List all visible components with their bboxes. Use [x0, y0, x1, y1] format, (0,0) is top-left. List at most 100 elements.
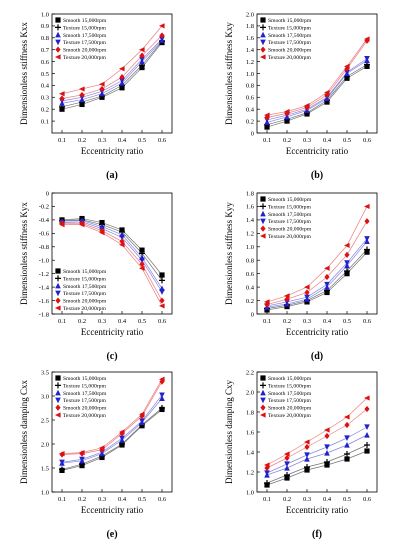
data-point — [139, 257, 145, 264]
series-line — [62, 224, 163, 307]
data-point — [99, 230, 105, 236]
x-tick-label: 0.4 — [118, 137, 127, 144]
y-tick-label: -1.6 — [39, 298, 50, 305]
data-point — [324, 427, 330, 433]
y-tick-label: 2.0 — [246, 389, 254, 396]
legend-marker — [260, 233, 266, 239]
plot-frame — [256, 192, 378, 315]
data-point — [159, 303, 165, 309]
data-point — [99, 446, 105, 453]
y-tick-label: 0 — [251, 130, 254, 137]
legend-marker — [55, 31, 61, 38]
legend-marker — [260, 46, 266, 53]
legend-label: Smooth 20,000rpm — [63, 48, 107, 54]
data-point — [139, 52, 145, 59]
y-tick-label: -1.2 — [39, 271, 49, 278]
data-point — [324, 450, 330, 456]
series-2 — [264, 61, 370, 128]
x-tick-label: 0.5 — [138, 137, 146, 144]
x-tick-label: 0.3 — [98, 496, 106, 503]
series-line — [266, 397, 368, 466]
y-tick-label: 0.3 — [41, 95, 49, 102]
x-tick-label: 0.2 — [78, 496, 86, 503]
data-point — [284, 461, 290, 467]
x-axis-label: Eccentricity ratio — [81, 327, 144, 337]
legend-marker — [55, 282, 61, 289]
legend-marker — [55, 46, 61, 53]
y-tick-label: 1.2 — [246, 469, 254, 476]
series-line — [266, 251, 368, 311]
x-axis-label: Eccentricity ratio — [286, 146, 349, 156]
data-point — [324, 89, 330, 96]
data-point — [344, 63, 350, 69]
data-point — [99, 227, 105, 234]
panel-caption: (e) — [106, 529, 117, 540]
data-point — [79, 91, 85, 99]
data-point — [364, 442, 370, 448]
y-tick-label: 1.0 — [41, 489, 49, 496]
data-point — [364, 236, 370, 242]
data-point — [99, 85, 105, 93]
legend-marker — [260, 24, 266, 31]
y-tick-label: 0.5 — [41, 71, 49, 78]
series-line — [61, 220, 163, 289]
data-point — [324, 273, 330, 281]
series-6 — [264, 395, 370, 468]
data-point — [324, 281, 330, 288]
data-point — [159, 376, 165, 382]
data-point — [364, 218, 370, 225]
data-point — [264, 462, 270, 468]
x-axis-label: Eccentricity ratio — [286, 327, 349, 337]
x-tick-label: 0.3 — [98, 137, 106, 144]
series-6 — [59, 376, 165, 457]
data-point — [284, 465, 290, 471]
y-tick-label: 3.5 — [41, 369, 49, 376]
series-line — [266, 38, 368, 116]
legend-marker — [260, 412, 266, 418]
series-line — [61, 398, 163, 464]
plot-frame — [51, 371, 173, 493]
series-line — [266, 249, 368, 309]
y-tick-label: 0.7 — [41, 47, 50, 54]
data-point — [284, 451, 290, 457]
legend-label: Smooth 15,000rpm — [63, 18, 107, 24]
series-1 — [264, 63, 370, 130]
data-point — [119, 66, 125, 72]
y-tick-label: 0.9 — [41, 23, 49, 30]
data-point — [304, 289, 310, 296]
y-tick-label: 0.4 — [246, 284, 255, 291]
data-point — [99, 445, 105, 451]
series-1 — [264, 448, 370, 488]
data-point — [304, 464, 310, 470]
data-point — [59, 466, 65, 473]
legend-label: Smooth 15,000rpm — [63, 269, 107, 275]
data-point — [139, 265, 145, 271]
panel-caption: (f) — [312, 529, 322, 540]
series-line — [61, 394, 163, 463]
series-5 — [264, 218, 370, 308]
data-point — [59, 221, 65, 228]
legend-marker — [260, 389, 266, 396]
legend-label: Texture 17,500rpm — [63, 398, 106, 404]
series-4 — [59, 36, 165, 104]
data-point — [364, 432, 370, 438]
data-point — [364, 246, 370, 253]
data-point — [119, 73, 125, 81]
legend-label: Smooth 20,000rpm — [268, 406, 312, 412]
legend-label: Texture 17,500rpm — [268, 398, 311, 404]
series-line — [61, 218, 163, 276]
y-tick-label: 3.0 — [41, 393, 49, 400]
legend-label: Texture 20,000rpm — [268, 234, 311, 240]
legend-marker — [55, 275, 61, 282]
y-tick-label: 1.6 — [246, 204, 255, 211]
y-tick-label: -1.8 — [39, 311, 49, 318]
legend-marker — [260, 225, 266, 232]
data-point — [364, 203, 370, 210]
x-tick-label: 0.6 — [158, 496, 167, 503]
y-tick-label: 0 — [46, 190, 49, 197]
data-point — [364, 56, 370, 62]
data-point — [264, 470, 270, 476]
